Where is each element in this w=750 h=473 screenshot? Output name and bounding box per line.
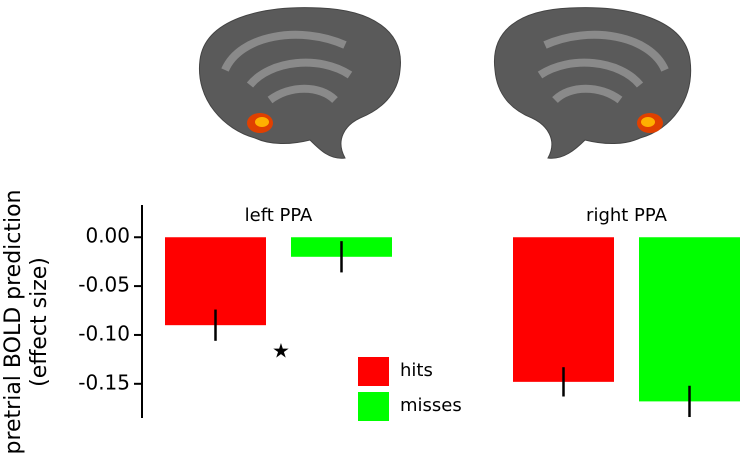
y-tick-label: -0.10 (78, 321, 130, 345)
y-tick-label: -0.05 (78, 273, 130, 297)
brain-surface (198, 7, 401, 159)
ppa-blob-core (641, 117, 655, 127)
legend-swatch (358, 357, 389, 386)
ppa-blob-core (255, 117, 269, 127)
annotation: ★ (272, 339, 290, 363)
legend-swatch (358, 392, 389, 421)
brain-surface (493, 7, 692, 159)
brain-right (493, 7, 692, 159)
y-axis-label: pretrial BOLD prediction (1, 189, 26, 454)
group-label: right PPA (586, 205, 668, 226)
legend-label: hits (400, 360, 433, 381)
brain-gyri (537, 30, 669, 104)
y-tick-label: -0.15 (78, 370, 130, 394)
brain-gyri (221, 30, 353, 104)
y-tick-label: 0.00 (85, 224, 130, 248)
y-axis-label: (effect size) (27, 257, 52, 387)
bar (639, 237, 740, 402)
brain-left (198, 7, 401, 159)
bar (513, 237, 614, 382)
legend-label: misses (400, 395, 462, 416)
group-label: left PPA (245, 205, 313, 226)
